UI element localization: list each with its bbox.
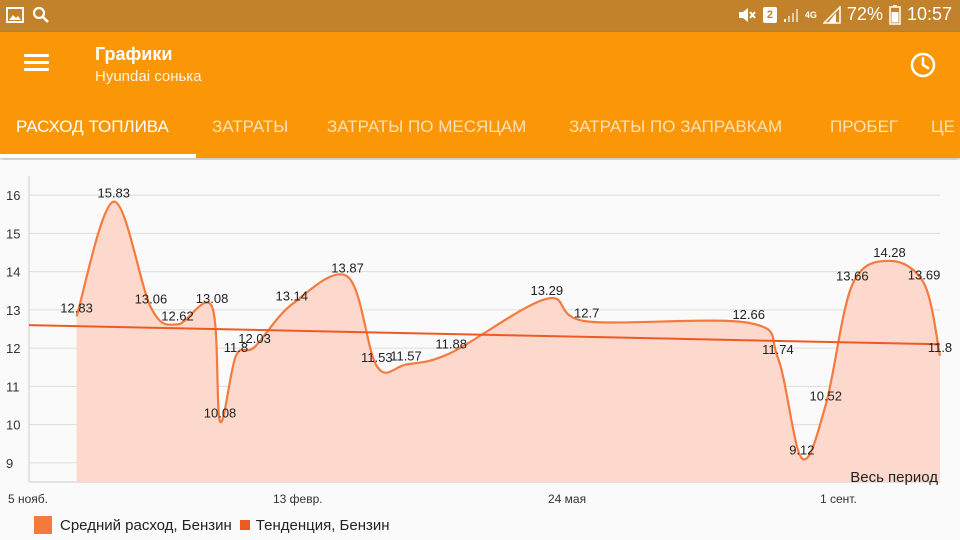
y-tick-label: 12: [6, 341, 20, 356]
data-label: 9.12: [789, 442, 814, 457]
x-tick-label: 24 мая: [548, 492, 586, 506]
x-tick-label: 1 сент.: [820, 492, 857, 506]
active-tab-indicator: [0, 154, 196, 158]
period-label: Весь период: [850, 469, 938, 486]
tab-expenses[interactable]: ЗАТРАТЫ: [212, 117, 289, 136]
fuel-consumption-chart[interactable]: 9 10 11 12 13 14 15 16 5 нояб. 13 февр. 24 мая 1 се…: [0, 160, 960, 540]
data-label: 12.7: [574, 305, 599, 320]
signal-icon: [783, 8, 798, 22]
tab-fuel-consumption[interactable]: РАСХОД ТОПЛИВА: [16, 117, 169, 136]
tab-prices[interactable]: ЦЕ: [931, 117, 955, 136]
menu-button[interactable]: [24, 52, 50, 74]
data-label: 12.83: [60, 300, 93, 315]
data-label: 13.69: [908, 267, 941, 282]
x-tick-label: 5 нояб.: [8, 492, 48, 506]
sim-icon: 2: [762, 6, 777, 23]
network-type-label: 4G: [804, 9, 817, 20]
legend-label-average: Средний расход, Бензин: [60, 516, 232, 534]
data-label: 10.08: [204, 406, 237, 421]
data-label: 11.8: [928, 340, 952, 355]
tab-expenses-by-refuel[interactable]: ЗАТРАТЫ ПО ЗАПРАВКАМ: [569, 117, 783, 136]
tab-expenses-by-month[interactable]: ЗАТРАТЫ ПО МЕСЯЦАМ: [327, 117, 527, 136]
data-label: 13.29: [531, 283, 564, 298]
legend-swatch-trend: [239, 520, 250, 530]
y-tick-label: 13: [6, 303, 20, 318]
app-bar: Графики Hyundai сонька РАСХОД ТОПЛИВА ЗА…: [0, 32, 960, 158]
battery-percent: 72%: [846, 4, 883, 24]
data-label: 11.74: [762, 342, 794, 357]
data-label: 13.08: [196, 291, 229, 306]
data-label: 13.87: [331, 261, 364, 276]
y-tick-label: 16: [6, 188, 20, 203]
x-tick-label: 13 февр.: [273, 492, 323, 506]
data-label: 12.62: [161, 308, 194, 323]
data-label: 13.06: [135, 292, 168, 307]
tab-mileage[interactable]: ПРОБЕГ: [830, 117, 899, 136]
tab-bar: РАСХОД ТОПЛИВА ЗАТРАТЫ ЗАТРАТЫ ПО МЕСЯЦА…: [0, 112, 960, 158]
data-label: 13.14: [275, 289, 308, 304]
signal-strength-icon: [822, 5, 841, 24]
legend-swatch-average: [34, 516, 52, 534]
data-label: 12.66: [732, 307, 765, 322]
data-label: 13.66: [836, 269, 869, 284]
y-tick-label: 9: [6, 456, 13, 471]
data-label: 15.83: [97, 186, 130, 201]
legend-label-trend: Тенденция, Бензин: [255, 516, 390, 534]
average-consumption-area: [76, 201, 941, 482]
status-bar: 2 4G 72% 10:57: [0, 0, 960, 32]
y-tick-label: 14: [6, 265, 20, 280]
page-subtitle: Hyundai сонька: [95, 68, 202, 85]
mute-icon: [738, 7, 756, 22]
data-label: 11.8: [224, 340, 248, 355]
page-title: Графики: [95, 44, 173, 64]
chart-legend: Средний расход, Бензин Тенденция, Бензин: [34, 516, 390, 534]
battery-icon: [889, 4, 901, 25]
average-consumption-line: [75, 200, 942, 461]
y-tick-label: 11: [6, 379, 20, 394]
data-label: 12.03: [238, 331, 271, 346]
search-icon: [32, 6, 49, 23]
history-clock-icon: [910, 52, 936, 78]
gallery-icon: [6, 7, 24, 23]
clock-time: 10:57: [906, 4, 952, 24]
data-label: 14.28: [873, 245, 906, 260]
y-tick-label: 15: [6, 226, 20, 241]
history-button[interactable]: [906, 48, 940, 82]
trend-line: [28, 324, 941, 346]
y-tick-label: 10: [6, 418, 20, 433]
data-label: 11.53: [361, 350, 393, 365]
data-label: 11.57: [390, 349, 422, 364]
data-label: 10.52: [809, 389, 842, 404]
data-label: 11.88: [435, 337, 467, 352]
